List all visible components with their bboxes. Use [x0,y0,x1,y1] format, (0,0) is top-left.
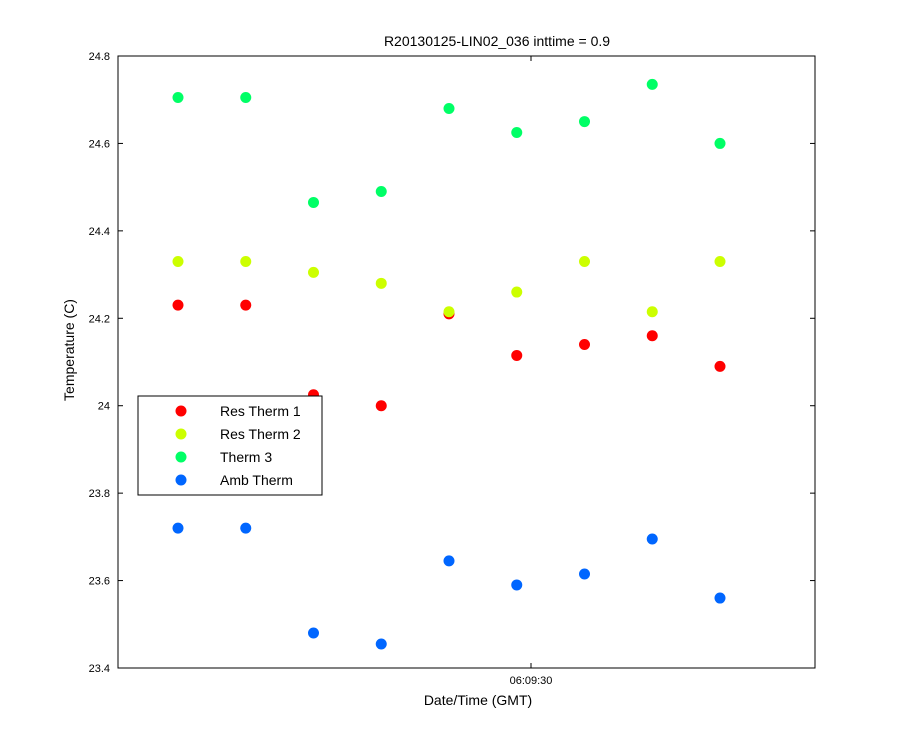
point-res-therm-2 [443,306,455,318]
x-axis: 06:09:30 [510,56,553,687]
point-res-therm-1 [646,330,658,342]
point-res-therm-2 [172,255,184,267]
plot-area [117,55,816,669]
data-points [172,78,726,650]
point-res-therm-1 [511,349,523,361]
point-therm-3 [714,137,726,149]
legend-marker [175,451,187,463]
point-res-therm-2 [579,255,590,267]
legend-label: Amb Therm [220,472,293,488]
legend-label: Res Therm 2 [220,426,301,442]
point-res-therm-1 [240,299,252,311]
legend-label: Therm 3 [220,449,272,465]
legend-box [137,395,323,496]
point-res-therm-1 [579,339,590,351]
point-amb-therm [375,638,387,650]
point-amb-therm [172,522,184,534]
chart-title: R20130125-LIN02_036 inttime = 0.9 [384,33,610,49]
point-therm-3 [646,78,658,90]
point-amb-therm [308,627,319,639]
point-res-therm-2 [240,255,252,267]
point-res-therm-2 [375,277,387,289]
point-amb-therm [240,522,252,534]
y-tick-label: 24.2 [89,313,110,325]
point-res-therm-1 [172,299,184,311]
point-amb-therm [714,592,726,604]
point-res-therm-2 [714,255,726,267]
y-tick-label: 24.6 [89,138,110,150]
legend: Res Therm 1 Res Therm 2 Therm 3 Amb Therm [137,395,323,496]
y-tick-label: 24.8 [89,51,110,63]
point-therm-3 [375,186,387,198]
point-amb-therm [579,568,590,580]
legend-marker [175,428,187,440]
point-therm-3 [579,116,590,128]
x-tick-label: 06:09:30 [510,675,553,687]
point-therm-3 [172,92,184,104]
point-therm-3 [511,127,523,138]
point-res-therm-2 [308,266,319,278]
y-tick-label: 23.8 [89,488,110,500]
point-therm-3 [240,92,252,104]
x-axis-label: Date/Time (GMT) [424,692,532,708]
point-res-therm-1 [714,360,726,372]
y-tick-label: 24.4 [89,226,110,238]
point-amb-therm [646,533,658,545]
y-axis: 23.4 23.6 23.8 24 24.2 24.4 24.6 24.8 [89,51,815,675]
legend-label: Res Therm 1 [220,403,301,419]
y-tick-label: 24 [98,401,110,413]
point-therm-3 [443,102,455,114]
point-amb-therm [443,555,455,567]
y-axis-label: Temperature (C) [61,299,77,401]
point-res-therm-2 [646,306,658,318]
y-tick-label: 23.4 [89,663,110,675]
point-amb-therm [511,579,523,591]
point-res-therm-2 [511,286,523,298]
point-res-therm-1 [375,400,387,412]
legend-marker [175,405,187,417]
y-tick-label: 23.6 [89,576,110,588]
legend-marker [175,474,187,486]
point-therm-3 [308,196,319,208]
